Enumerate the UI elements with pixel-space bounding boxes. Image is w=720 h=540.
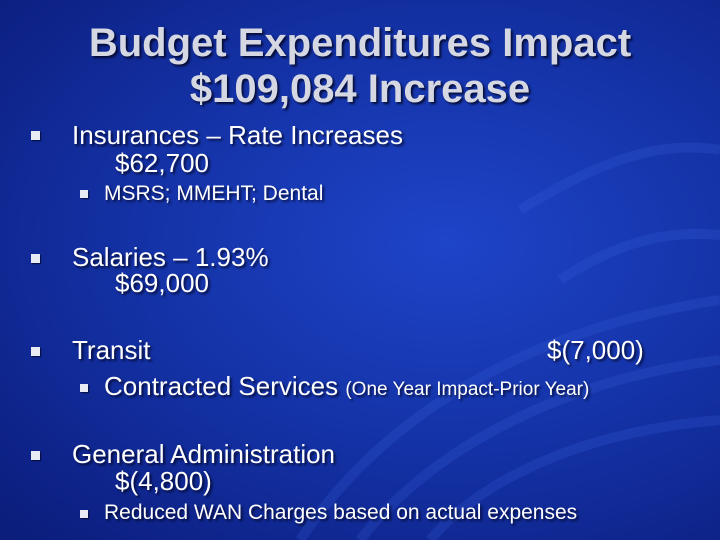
insurances-amount: $62,700 (115, 148, 209, 178)
sub-bullet-icon (80, 384, 88, 392)
sub-bullet-icon (80, 190, 88, 198)
sub-bullet-icon (80, 510, 88, 518)
bullet-icon (31, 131, 40, 140)
salaries-amount: $69,000 (115, 268, 209, 298)
general-admin-detail: Reduced WAN Charges based on actual expe… (104, 501, 578, 524)
title-line-1: Budget Expenditures Impact (88, 21, 632, 65)
transit-detail: Contracted Services (One Year Impact-Pri… (104, 371, 589, 405)
transit-label: Transit (72, 335, 151, 365)
general-admin-amount: $(4,800) (115, 466, 212, 496)
bullet-icon (31, 254, 40, 263)
transit-detail-main: Contracted Services (104, 371, 339, 401)
transit-amount: $(7,000) (547, 335, 644, 365)
slide-title: Budget Expenditures Impact $109,084 Incr… (0, 20, 720, 112)
salaries-label: Salaries – 1.93% (72, 242, 269, 272)
insurances-label: Insurances – Rate Increases (72, 120, 403, 150)
insurances-detail: MSRS; MMEHT; Dental (104, 182, 324, 205)
bullet-icon (31, 451, 40, 460)
general-admin-label: General Administration (72, 439, 336, 469)
title-line-2: $109,084 Increase (189, 67, 531, 111)
transit-detail-note: (One Year Impact-Prior Year) (345, 379, 590, 400)
bullet-icon (31, 347, 40, 356)
